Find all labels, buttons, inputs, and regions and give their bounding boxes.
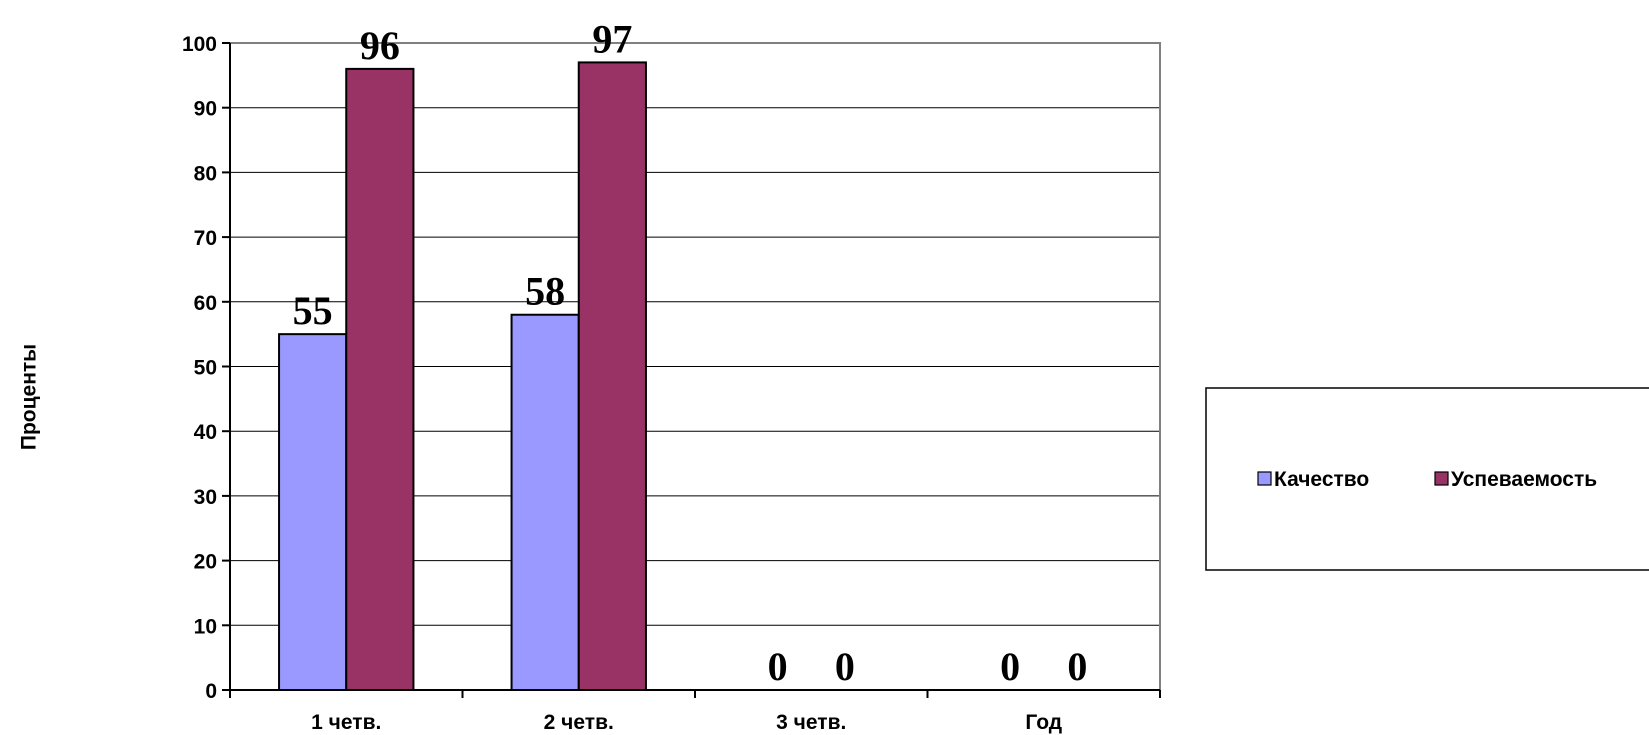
legend-swatch-performance [1434, 471, 1449, 486]
y-tick-label: 0 [205, 680, 217, 703]
y-tick-label: 20 [194, 551, 217, 574]
y-tick-label: 90 [194, 98, 217, 121]
y-tick-label: 60 [194, 292, 217, 315]
x-tick-label: 2 четв. [544, 711, 614, 734]
y-tick-label: 50 [194, 357, 217, 380]
x-tick-label: 1 четв. [311, 711, 381, 734]
y-tick-label: 30 [194, 486, 217, 509]
legend-swatch-quality [1257, 471, 1272, 486]
data-label: 58 [525, 269, 565, 314]
data-label: 55 [293, 288, 333, 333]
x-tick-label: Год [1025, 711, 1062, 734]
y-axis-title: Проценты [18, 344, 41, 450]
data-label: 97 [592, 16, 632, 61]
y-tick-label: 70 [194, 227, 217, 250]
y-tick-label: 10 [194, 615, 217, 638]
x-tick-label: 3 четв. [776, 711, 846, 734]
data-label: 0 [1000, 644, 1020, 689]
y-tick-label: 100 [182, 33, 217, 56]
legend-label-performance: Успеваемость [1451, 468, 1597, 491]
data-labels: 55 96 58 97 0 0 0 0 [293, 16, 1088, 689]
data-label: 0 [768, 644, 788, 689]
bar [577, 61, 647, 692]
data-label: 96 [360, 23, 400, 68]
x-axis-ticks: 1 четв. 2 четв. 3 четв. Год [229, 690, 1161, 734]
legend: Качество Успеваемость [1205, 387, 1649, 571]
bars [278, 61, 647, 692]
y-tick-label: 80 [194, 162, 217, 185]
y-tick-label: 40 [194, 421, 217, 444]
legend-label-quality: Качество [1274, 468, 1369, 491]
bar [510, 313, 580, 691]
legend-box [1205, 387, 1649, 571]
y-axis-ticks: 0 10 20 30 40 50 60 70 80 90 100 [182, 33, 230, 703]
data-label: 0 [1067, 644, 1087, 689]
bar [278, 333, 348, 691]
bar [345, 67, 415, 691]
data-label: 0 [835, 644, 855, 689]
